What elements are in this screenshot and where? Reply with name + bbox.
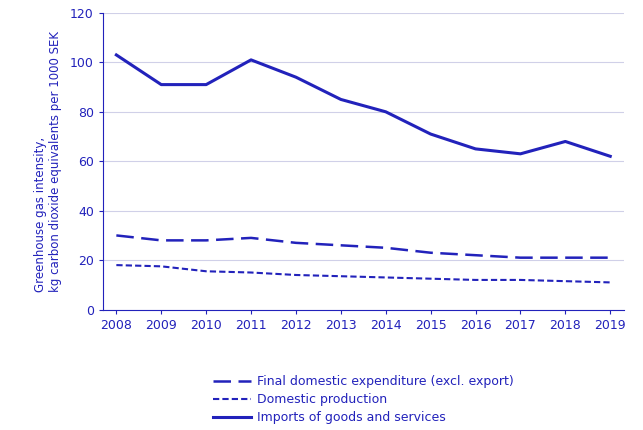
Domestic production <box>292 273 300 278</box>
Domestic production <box>158 264 165 269</box>
Imports of goods and services <box>203 82 210 87</box>
Domestic production <box>427 276 435 281</box>
Imports of goods and services <box>427 132 435 137</box>
Line: Imports of goods and services: Imports of goods and services <box>116 55 610 157</box>
Domestic production <box>337 273 345 279</box>
Imports of goods and services <box>561 139 569 144</box>
Imports of goods and services <box>516 151 524 157</box>
Final domestic expenditure (excl. export) <box>247 235 255 240</box>
Imports of goods and services <box>606 154 614 159</box>
Y-axis label: Greenhouse gas intensity,
kg carbon dioxide equivalents per 1000 SEK: Greenhouse gas intensity, kg carbon diox… <box>33 31 62 292</box>
Domestic production <box>113 262 120 267</box>
Final domestic expenditure (excl. export) <box>113 233 120 238</box>
Final domestic expenditure (excl. export) <box>427 250 435 255</box>
Final domestic expenditure (excl. export) <box>516 255 524 260</box>
Final domestic expenditure (excl. export) <box>337 243 345 248</box>
Final domestic expenditure (excl. export) <box>382 245 390 250</box>
Domestic production <box>247 270 255 275</box>
Domestic production <box>203 269 210 274</box>
Imports of goods and services <box>382 109 390 114</box>
Imports of goods and services <box>247 57 255 62</box>
Domestic production <box>561 279 569 284</box>
Line: Final domestic expenditure (excl. export): Final domestic expenditure (excl. export… <box>116 236 610 258</box>
Imports of goods and services <box>292 75 300 80</box>
Domestic production <box>516 277 524 283</box>
Final domestic expenditure (excl. export) <box>606 255 614 260</box>
Imports of goods and services <box>113 52 120 58</box>
Line: Domestic production: Domestic production <box>116 265 610 283</box>
Domestic production <box>472 277 480 283</box>
Final domestic expenditure (excl. export) <box>203 238 210 243</box>
Final domestic expenditure (excl. export) <box>292 240 300 246</box>
Legend: Final domestic expenditure (excl. export), Domestic production, Imports of goods: Final domestic expenditure (excl. export… <box>213 375 514 424</box>
Domestic production <box>606 280 614 285</box>
Final domestic expenditure (excl. export) <box>561 255 569 260</box>
Imports of goods and services <box>472 146 480 151</box>
Domestic production <box>382 275 390 280</box>
Final domestic expenditure (excl. export) <box>472 253 480 258</box>
Final domestic expenditure (excl. export) <box>158 238 165 243</box>
Imports of goods and services <box>158 82 165 87</box>
Imports of goods and services <box>337 97 345 102</box>
